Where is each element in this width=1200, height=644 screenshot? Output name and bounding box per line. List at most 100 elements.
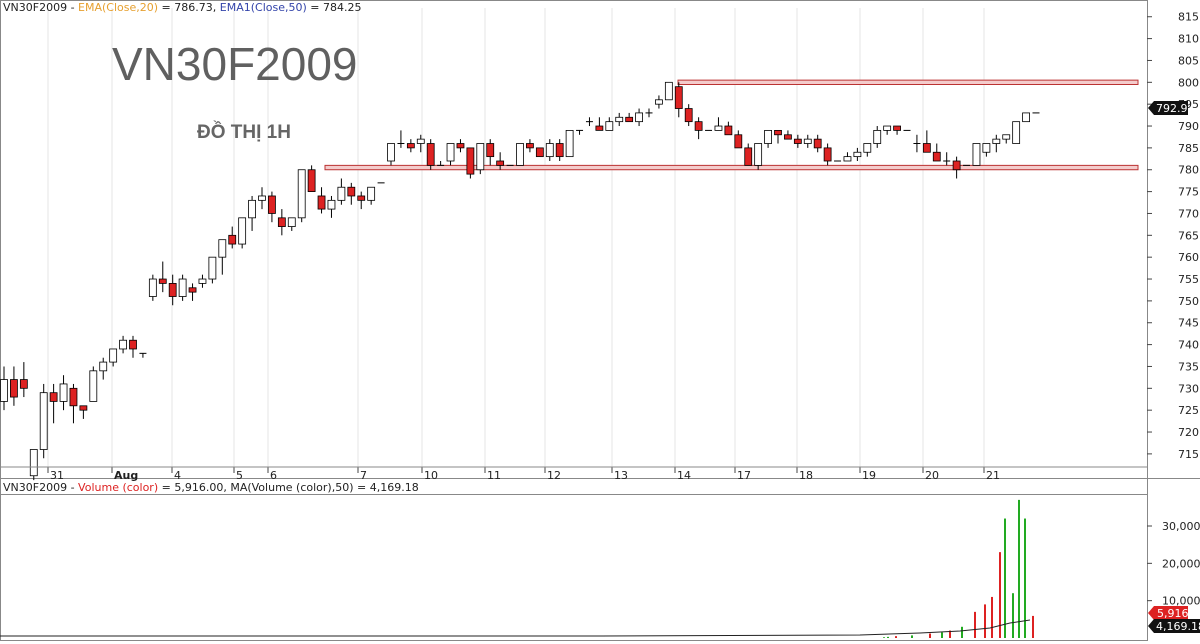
candle-body bbox=[228, 234, 237, 245]
candles-layer bbox=[0, 81, 1040, 481]
volume-ma-legend-label: MA(Volume (color),50) bbox=[230, 481, 353, 494]
candle-body bbox=[79, 405, 88, 411]
candle-body bbox=[486, 143, 495, 158]
candle bbox=[476, 143, 485, 175]
y-tick-label: 735 bbox=[1178, 360, 1199, 373]
candle-body bbox=[734, 134, 743, 149]
candle-body bbox=[932, 151, 941, 162]
candle bbox=[774, 129, 782, 144]
candle-body bbox=[625, 116, 634, 123]
y-tick-label: 745 bbox=[1178, 317, 1199, 330]
x-tick-label: 12 bbox=[547, 469, 561, 482]
candle-body bbox=[446, 143, 455, 162]
price-axis: 715 720 725 730 735 740 745 750 755 760 765 770 775 7… bbox=[1147, 11, 1199, 461]
volume-y-tick-label: 30,000 bbox=[1162, 520, 1200, 533]
candle bbox=[863, 143, 872, 157]
candle-body bbox=[535, 147, 544, 158]
candle bbox=[69, 383, 78, 424]
candle-body bbox=[724, 125, 733, 136]
volume-legend-symbol: VN30F2009 bbox=[3, 481, 67, 494]
candle-body bbox=[0, 379, 8, 402]
candle bbox=[59, 375, 68, 411]
candle bbox=[307, 165, 316, 193]
volume-bars-layer bbox=[0, 499, 1034, 638]
candle bbox=[148, 274, 157, 301]
candle bbox=[545, 139, 554, 161]
candle bbox=[516, 143, 524, 166]
x-tick-label: 4 bbox=[174, 469, 181, 482]
candle bbox=[437, 161, 445, 166]
candle bbox=[466, 147, 475, 179]
candle-body bbox=[367, 186, 376, 201]
y-tick-label: 715 bbox=[1178, 448, 1199, 461]
x-tick-label: Aug bbox=[114, 469, 138, 482]
candle bbox=[694, 117, 703, 140]
candle-body bbox=[307, 169, 316, 193]
x-tick-label: 6 bbox=[270, 469, 277, 482]
candle bbox=[764, 129, 772, 148]
candle-body bbox=[496, 160, 505, 166]
candle-body bbox=[109, 348, 118, 363]
candle-body bbox=[863, 143, 872, 153]
candle bbox=[943, 152, 951, 166]
candle bbox=[982, 143, 991, 157]
candle bbox=[913, 134, 921, 153]
candle bbox=[268, 191, 276, 223]
candle-body bbox=[287, 217, 296, 227]
candle-body bbox=[1022, 112, 1030, 123]
candle bbox=[208, 256, 217, 284]
y-tick-label: 765 bbox=[1178, 229, 1199, 242]
candle-body bbox=[774, 129, 782, 136]
x-tick-label: 18 bbox=[799, 469, 813, 482]
candle-body bbox=[19, 379, 28, 389]
candle-body bbox=[208, 256, 217, 280]
candle bbox=[526, 139, 534, 153]
candle-body bbox=[387, 143, 395, 162]
volume-legend-value: 5,916.00 bbox=[174, 481, 223, 494]
candle bbox=[218, 239, 227, 275]
candle bbox=[972, 143, 981, 166]
y-tick-label: 815 bbox=[1178, 11, 1199, 24]
candle bbox=[1002, 134, 1011, 144]
candle-body bbox=[883, 125, 892, 131]
candle bbox=[178, 274, 187, 301]
candle-body bbox=[238, 217, 247, 245]
candle bbox=[119, 335, 127, 354]
candle-body bbox=[178, 278, 187, 297]
x-tick-label: 13 bbox=[614, 469, 628, 482]
candle-body bbox=[337, 186, 346, 201]
candle-body bbox=[168, 282, 177, 297]
candle-body bbox=[148, 278, 157, 297]
candle-body bbox=[595, 125, 604, 131]
x-tick-label: 5 bbox=[236, 469, 243, 482]
candle bbox=[754, 143, 763, 170]
candle-body bbox=[516, 143, 524, 166]
candle-body bbox=[635, 112, 643, 123]
candle-body bbox=[526, 143, 534, 149]
volume-legend: VN30F2009 - Volume (color) = 5,916.00, M… bbox=[3, 481, 419, 494]
candle bbox=[555, 139, 564, 161]
candle-body bbox=[674, 86, 683, 109]
price-legend-symbol: VN30F2009 bbox=[3, 1, 67, 14]
candle bbox=[10, 366, 18, 406]
candle-body bbox=[268, 195, 276, 214]
x-tick-label: 7 bbox=[360, 469, 367, 482]
candle bbox=[585, 117, 593, 127]
candle bbox=[784, 130, 792, 140]
candle bbox=[426, 139, 435, 170]
candle-body bbox=[218, 239, 227, 258]
price-panel-frame bbox=[0, 0, 1148, 495]
candle bbox=[29, 449, 38, 481]
candle-body bbox=[347, 186, 356, 197]
x-tick-label: 20 bbox=[925, 469, 939, 482]
y-tick-label: 785 bbox=[1178, 142, 1199, 155]
candle bbox=[853, 147, 862, 161]
y-tick-label: 780 bbox=[1178, 164, 1199, 177]
x-tick-label: 11 bbox=[487, 469, 501, 482]
candle bbox=[823, 143, 832, 166]
candle bbox=[248, 195, 256, 231]
grid-lines bbox=[47, 8, 985, 467]
candle bbox=[932, 143, 941, 162]
candle-body bbox=[952, 160, 961, 171]
x-tick-label: 14 bbox=[677, 469, 691, 482]
